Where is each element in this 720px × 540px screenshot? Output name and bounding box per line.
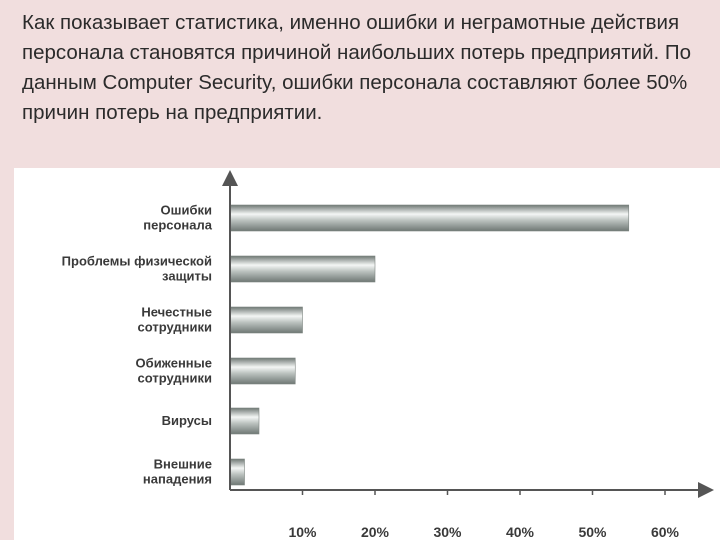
bar	[229, 458, 245, 486]
bar	[229, 255, 376, 283]
category-label: Нечестные	[141, 305, 212, 320]
x-tick-label: 60%	[651, 524, 680, 540]
category-label: Внешние	[154, 457, 212, 472]
x-tick-label: 10%	[288, 524, 317, 540]
x-tick-label: 50%	[578, 524, 607, 540]
x-tick-label: 20%	[361, 524, 390, 540]
category-label: Ошибки	[161, 203, 212, 218]
x-tick-label: 40%	[506, 524, 535, 540]
bar	[229, 306, 303, 334]
slide-text: Как показывает статистика, именно ошибки…	[22, 11, 692, 124]
bar	[229, 357, 296, 385]
category-label: нападения	[143, 472, 212, 487]
category-label: персонала	[143, 218, 213, 233]
bar	[229, 407, 260, 435]
category-label: Проблемы физической	[62, 254, 212, 269]
category-label: Обиженные	[136, 356, 212, 371]
category-label: сотрудники	[138, 371, 212, 386]
category-label: сотрудники	[138, 320, 212, 335]
bar	[229, 204, 630, 232]
category-label: Вирусы	[162, 413, 212, 428]
bar-chart: Ошибки персонала Проблемы физической защиты…	[14, 168, 720, 540]
x-tick-label: 30%	[433, 524, 462, 540]
category-label: защиты	[162, 269, 212, 284]
